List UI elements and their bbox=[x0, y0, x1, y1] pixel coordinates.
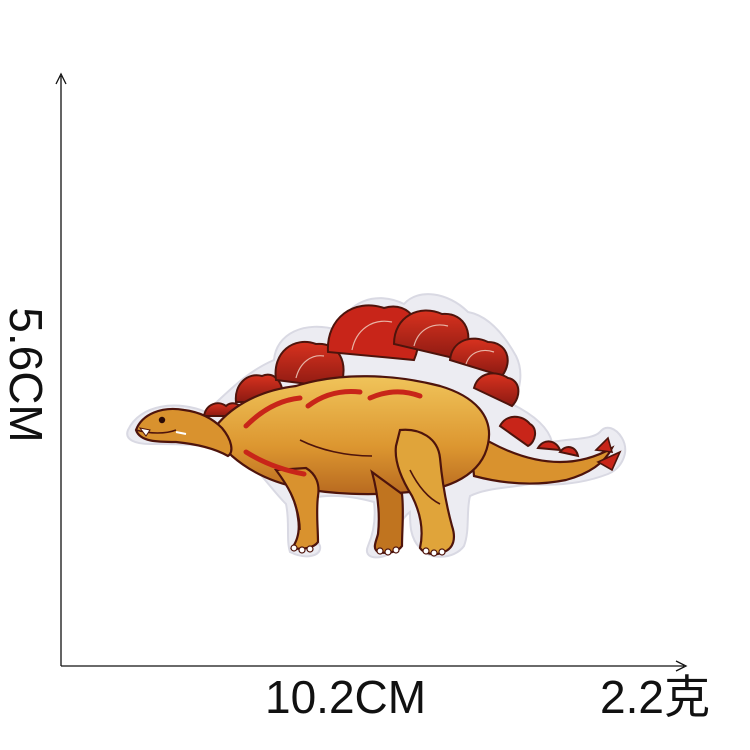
feet-claws bbox=[290, 544, 446, 557]
weight-label: 2.2克 bbox=[600, 671, 710, 723]
width-dimension-label: 10.2CM bbox=[265, 671, 427, 723]
body-stripes bbox=[243, 389, 423, 477]
back-plates bbox=[202, 304, 580, 458]
head-details bbox=[135, 416, 187, 437]
vertical-axis-arrowhead bbox=[55, 72, 67, 85]
plate-stitching bbox=[295, 320, 495, 379]
horizontal-axis-arrowhead bbox=[675, 660, 688, 672]
body-detail-lines bbox=[289, 439, 441, 531]
tail-spikes bbox=[594, 436, 622, 472]
